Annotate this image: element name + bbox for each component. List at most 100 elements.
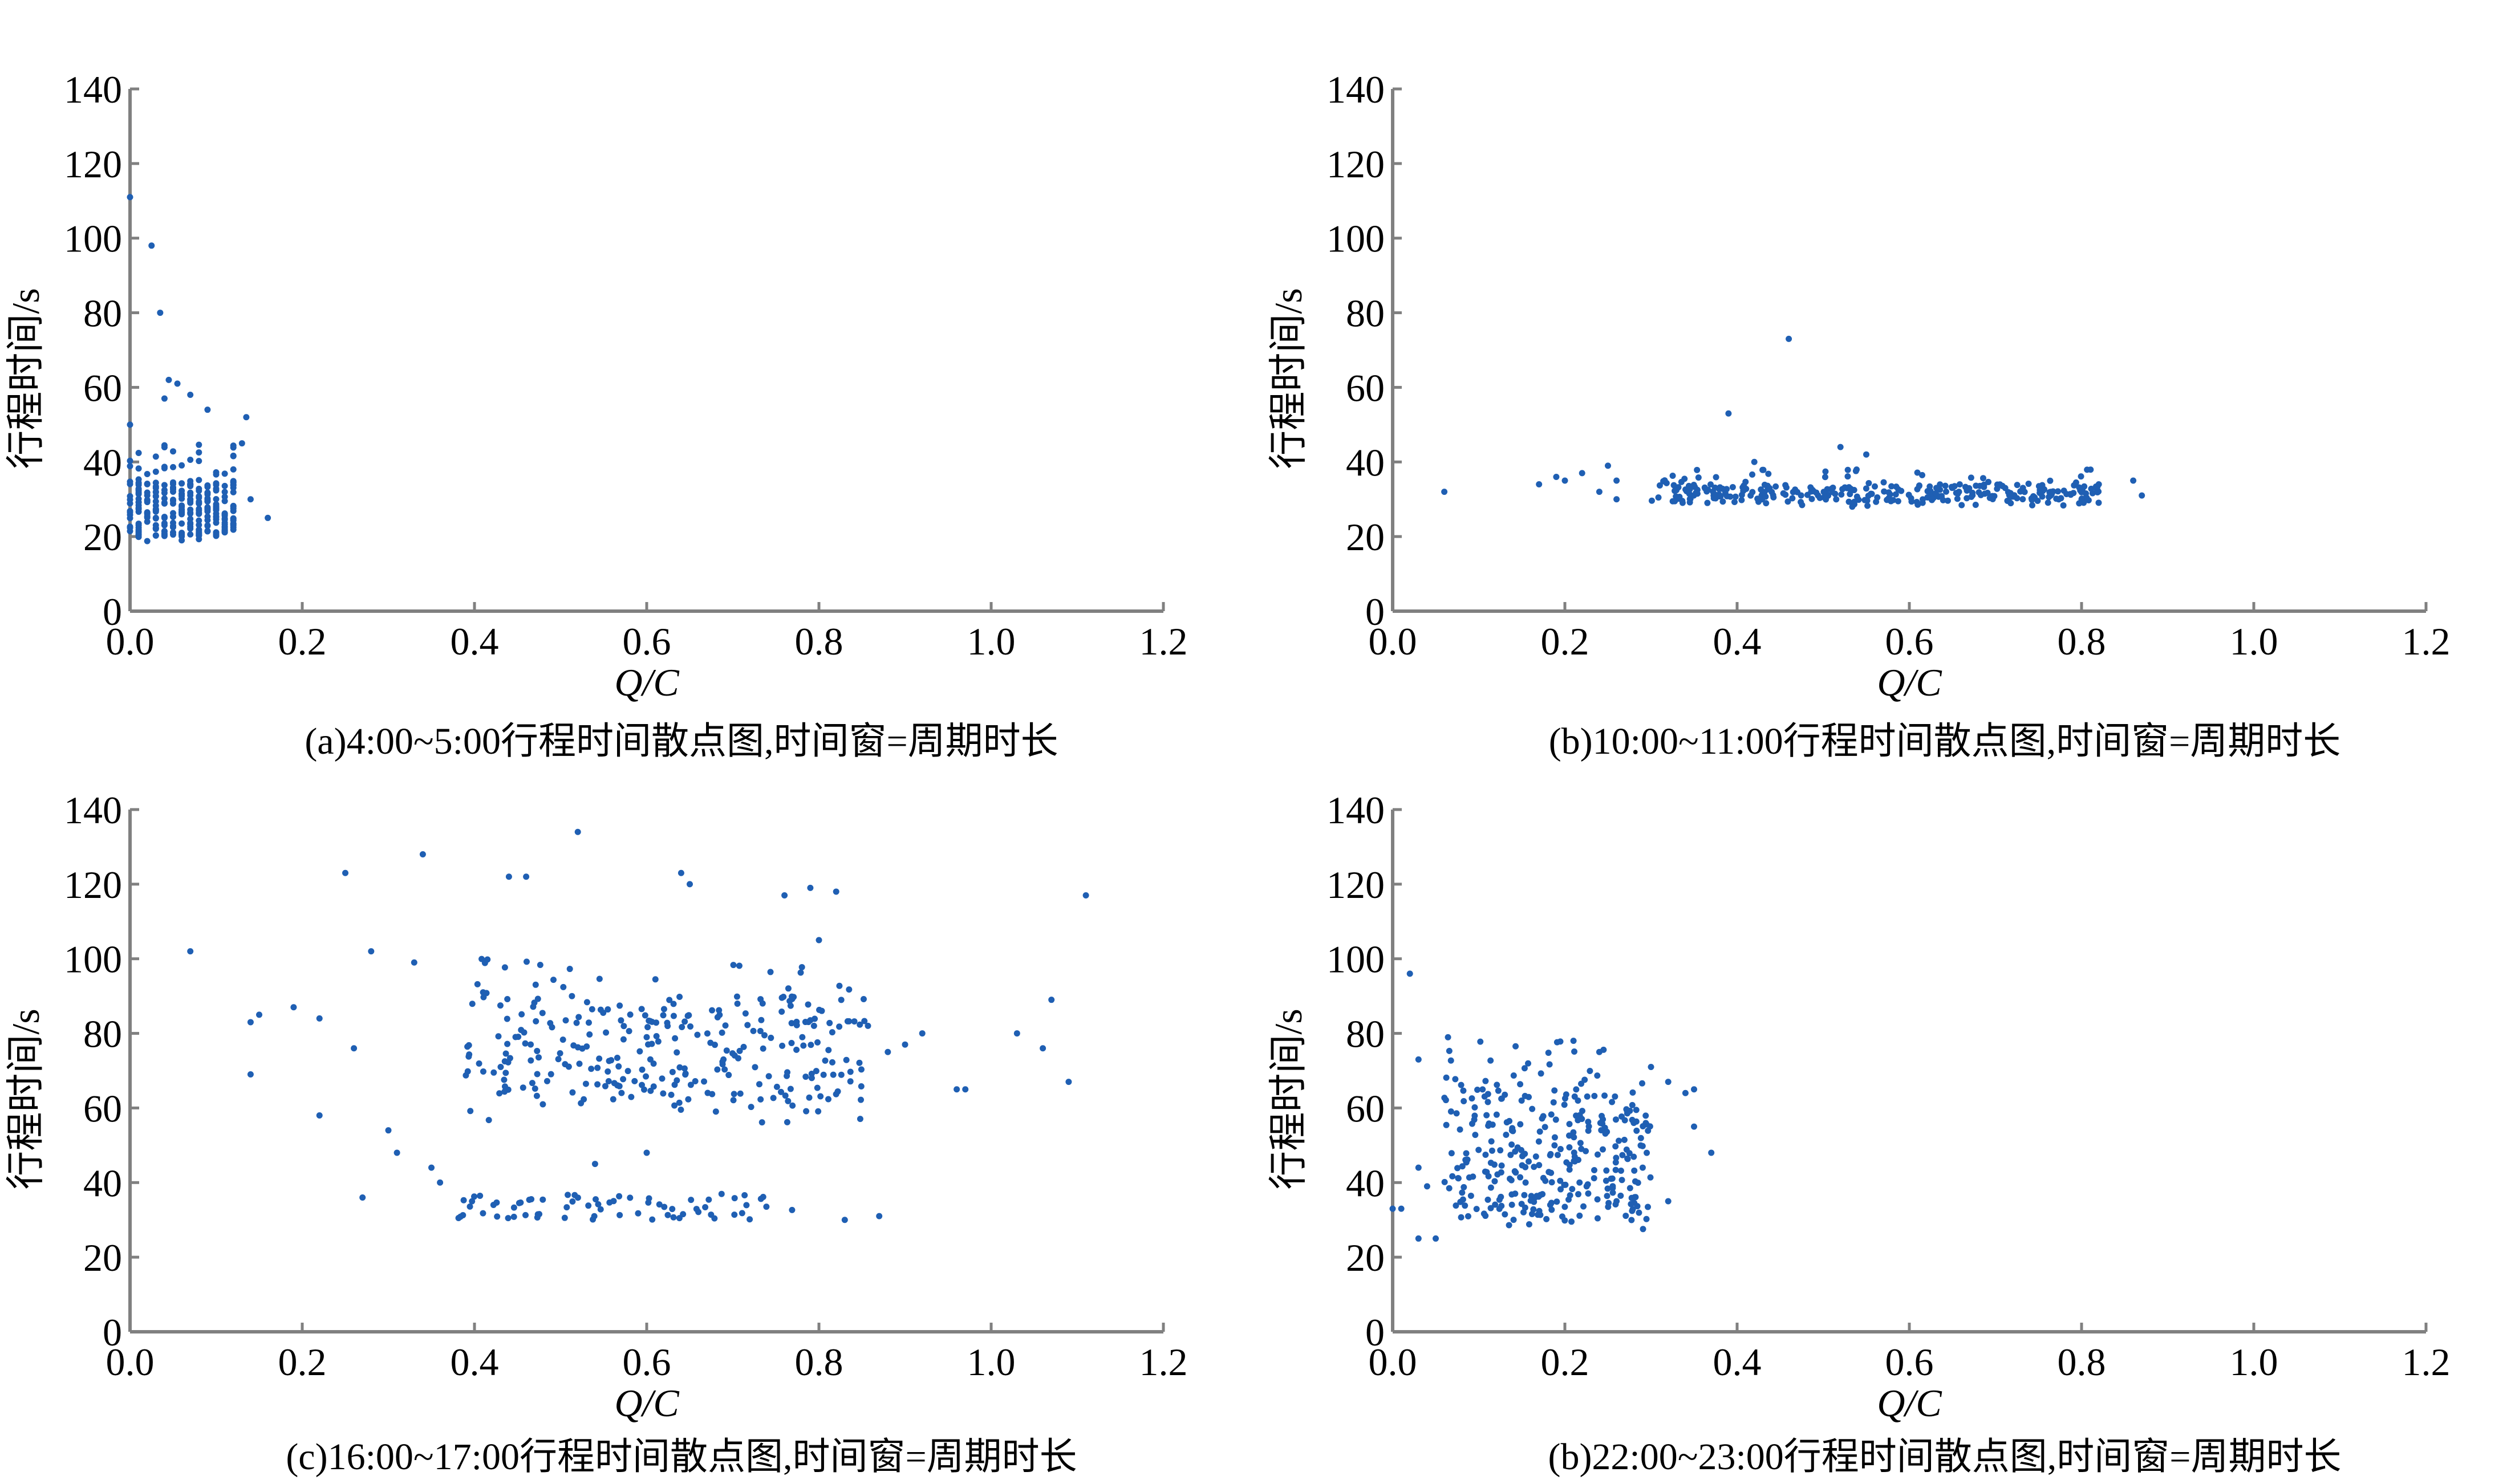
data-point bbox=[1613, 496, 1620, 503]
data-point bbox=[1465, 1213, 1471, 1219]
data-point bbox=[148, 242, 155, 249]
data-point bbox=[1640, 1123, 1646, 1130]
data-point bbox=[711, 1215, 718, 1222]
data-point bbox=[1738, 497, 1745, 503]
data-point bbox=[671, 1102, 678, 1109]
data-point bbox=[692, 1078, 699, 1084]
data-point bbox=[2053, 495, 2060, 502]
data-point bbox=[756, 1081, 762, 1088]
data-point bbox=[213, 501, 220, 507]
data-point bbox=[1482, 1078, 1489, 1084]
data-point bbox=[1484, 1196, 1491, 1203]
data-point bbox=[368, 948, 375, 955]
data-point bbox=[1566, 1166, 1573, 1173]
data-point bbox=[807, 884, 814, 891]
data-point bbox=[480, 1210, 486, 1217]
data-point bbox=[830, 1071, 837, 1078]
data-point bbox=[583, 999, 590, 1006]
data-points bbox=[187, 828, 1089, 1223]
data-point bbox=[1766, 485, 1773, 491]
data-point bbox=[2076, 484, 2083, 491]
data-point bbox=[179, 520, 185, 527]
y-tick-label: 140 bbox=[64, 68, 122, 111]
data-point bbox=[204, 513, 211, 520]
x-axis-title: Q/C bbox=[614, 661, 679, 704]
data-point bbox=[1596, 1048, 1603, 1055]
data-point bbox=[1488, 1147, 1495, 1154]
data-point bbox=[534, 1071, 541, 1078]
data-point bbox=[1497, 1147, 1504, 1154]
data-point bbox=[740, 1043, 747, 1050]
data-point bbox=[1642, 1112, 1649, 1119]
y-tick-label: 100 bbox=[64, 217, 122, 261]
data-point bbox=[1932, 490, 1939, 497]
data-point bbox=[230, 482, 237, 489]
data-point bbox=[1979, 475, 1986, 482]
data-point bbox=[528, 1196, 535, 1202]
panel-caption: (b)10:00~11:00行程时间散点图,时间窗=周期时长 bbox=[1549, 721, 2341, 762]
data-point bbox=[761, 1032, 768, 1039]
x-axis-title: Q/C bbox=[1877, 1381, 1942, 1425]
data-point bbox=[460, 1197, 467, 1204]
data-point bbox=[1924, 494, 1931, 501]
data-point bbox=[480, 1068, 486, 1075]
data-point bbox=[1944, 497, 1951, 504]
data-point bbox=[1612, 1093, 1618, 1100]
data-point bbox=[1580, 1203, 1587, 1210]
data-point bbox=[1694, 490, 1701, 497]
data-point bbox=[1461, 1184, 1467, 1190]
data-point bbox=[1926, 483, 1933, 490]
data-point bbox=[385, 1127, 392, 1134]
data-point bbox=[1550, 1099, 1557, 1106]
x-tick-label: 0.6 bbox=[623, 620, 671, 663]
data-point bbox=[596, 975, 603, 982]
data-point bbox=[1566, 1132, 1573, 1139]
data-point bbox=[1647, 1174, 1654, 1181]
data-point bbox=[1548, 1179, 1555, 1186]
data-point bbox=[1599, 1146, 1606, 1153]
data-point bbox=[767, 969, 774, 975]
data-point bbox=[221, 511, 228, 518]
data-point bbox=[1487, 1184, 1494, 1191]
data-point bbox=[510, 1204, 517, 1211]
y-tick-label: 60 bbox=[83, 366, 122, 409]
data-point bbox=[834, 1088, 841, 1095]
data-point bbox=[170, 485, 176, 491]
data-point bbox=[221, 489, 228, 495]
data-point bbox=[676, 1099, 683, 1106]
data-point bbox=[758, 1017, 765, 1023]
data-point bbox=[127, 421, 133, 428]
x-tick-label: 0.8 bbox=[2058, 620, 2106, 663]
data-point bbox=[196, 507, 202, 514]
data-point bbox=[521, 1029, 528, 1036]
y-tick-label: 40 bbox=[1346, 1161, 1385, 1205]
data-point bbox=[419, 851, 426, 858]
data-point bbox=[681, 1065, 688, 1072]
data-point bbox=[760, 1045, 766, 1052]
data-point bbox=[1603, 1177, 1609, 1184]
data-point bbox=[1772, 483, 1779, 490]
data-point bbox=[962, 1086, 969, 1093]
data-point bbox=[704, 1030, 711, 1037]
data-point bbox=[760, 1193, 766, 1200]
data-point bbox=[627, 1011, 634, 1018]
data-point bbox=[359, 1194, 366, 1201]
data-point bbox=[1626, 1185, 1633, 1192]
data-point bbox=[1604, 1193, 1611, 1200]
data-point bbox=[646, 1195, 652, 1202]
data-point bbox=[777, 1088, 784, 1095]
data-point bbox=[1468, 1120, 1475, 1127]
data-point bbox=[127, 528, 133, 535]
data-point bbox=[1573, 1086, 1580, 1093]
data-point bbox=[722, 1022, 729, 1029]
data-point bbox=[2029, 502, 2036, 509]
data-point bbox=[1892, 491, 1899, 498]
data-point bbox=[1521, 1065, 1528, 1072]
data-point bbox=[1508, 1201, 1515, 1208]
data-point bbox=[1632, 1178, 1638, 1185]
data-point bbox=[1468, 1095, 1475, 1102]
data-point bbox=[1639, 1143, 1646, 1149]
data-point bbox=[647, 1087, 654, 1094]
data-point bbox=[573, 1019, 580, 1026]
data-point bbox=[1914, 469, 1921, 476]
